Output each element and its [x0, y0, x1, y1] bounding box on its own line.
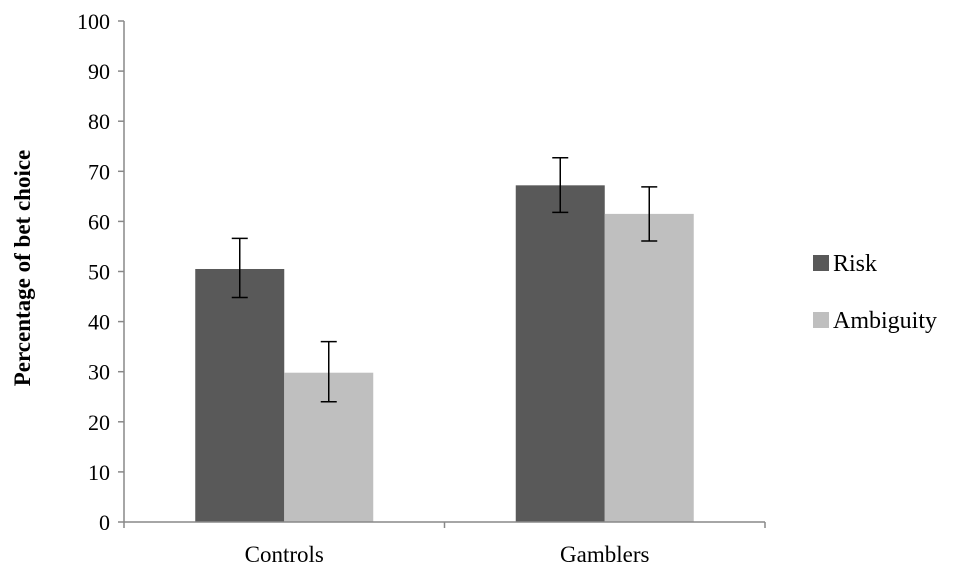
- y-tick-label: 80: [88, 109, 110, 134]
- legend: Risk Ambiguity: [813, 251, 937, 334]
- y-tick-label: 100: [77, 9, 110, 34]
- y-tick-label: 60: [88, 209, 110, 234]
- bar-risk-gamblers: [515, 185, 605, 522]
- category-labels: Controls Gamblers: [245, 542, 650, 567]
- bar-risk-controls: [195, 268, 285, 522]
- legend-item: Ambiguity: [813, 308, 937, 334]
- y-tick-label: 90: [88, 59, 110, 84]
- x-axis-ticks: [123, 522, 766, 528]
- y-tick-label: 50: [88, 260, 110, 285]
- y-axis-title: Percentage of bet choice: [10, 150, 35, 387]
- legend-swatch: [813, 312, 829, 328]
- bars: [195, 185, 694, 522]
- y-tick-label: 10: [88, 460, 110, 485]
- category-label: Gamblers: [560, 542, 649, 567]
- error-bars: [231, 157, 658, 403]
- legend-label: Ambiguity: [833, 308, 937, 334]
- y-tick-label: 70: [88, 159, 110, 184]
- y-tick-label: 30: [88, 360, 110, 385]
- legend-label: Risk: [833, 251, 877, 277]
- legend-item: Risk: [813, 251, 877, 277]
- legend-swatch: [813, 255, 829, 271]
- y-axis-ticks: 0 10 20 30 40 50 60 70 80 90 100: [77, 9, 124, 535]
- bar-ambiguity-gamblers: [604, 213, 694, 522]
- y-tick-label: 0: [99, 510, 110, 535]
- y-tick-label: 40: [88, 310, 110, 335]
- y-tick-label: 20: [88, 410, 110, 435]
- category-label: Controls: [245, 542, 324, 567]
